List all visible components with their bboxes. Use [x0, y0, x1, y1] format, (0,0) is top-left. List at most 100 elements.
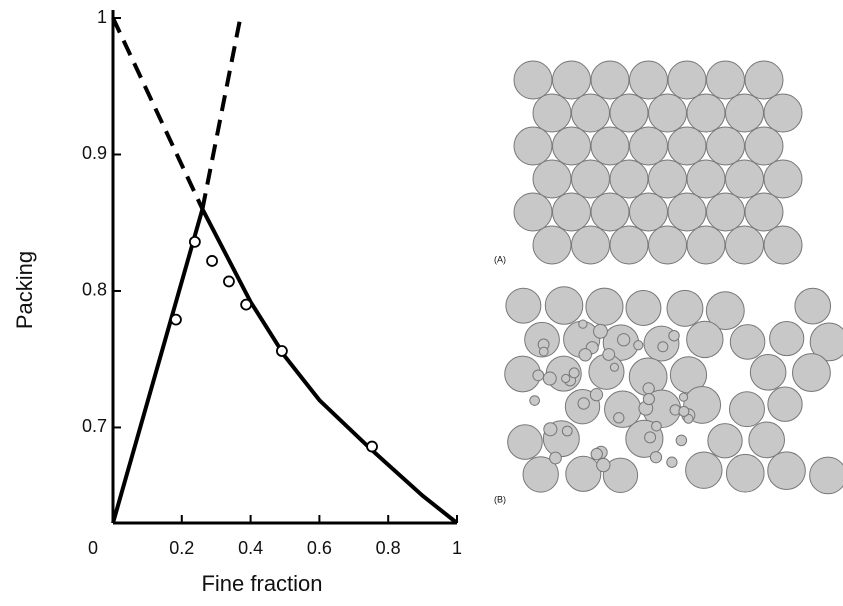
x-tick-label: 1 [452, 538, 462, 558]
particle [553, 193, 591, 231]
particle [508, 425, 543, 460]
small-particle [669, 331, 679, 341]
particle [649, 94, 687, 132]
data-point [224, 276, 234, 286]
particle [514, 193, 552, 231]
particle [687, 160, 725, 198]
particle [514, 127, 552, 165]
particle [730, 325, 765, 360]
particle [506, 288, 541, 323]
particle [795, 288, 831, 324]
y-tick-label: 0.8 [82, 280, 107, 300]
particle [749, 422, 785, 458]
small-particle [643, 383, 654, 394]
particle [768, 452, 806, 490]
small-particle [667, 457, 677, 467]
small-particle [594, 324, 608, 338]
particle [533, 160, 571, 198]
small-particle [614, 413, 624, 423]
small-particle [543, 372, 556, 385]
small-particle [676, 435, 686, 445]
data-point [277, 346, 287, 356]
particle [667, 290, 703, 326]
particle [730, 392, 765, 427]
dashed-line [202, 18, 240, 209]
particle [764, 94, 802, 132]
small-particle [539, 347, 548, 356]
particle [770, 321, 804, 355]
particle [630, 61, 668, 99]
dashed-line [113, 18, 202, 209]
particle [572, 160, 610, 198]
particle [668, 193, 706, 231]
particle [686, 452, 722, 488]
data-point [367, 442, 377, 452]
particle [810, 457, 843, 494]
particle [610, 226, 648, 264]
panel-label: (A) [494, 254, 506, 264]
particle [610, 160, 648, 198]
particle [610, 94, 648, 132]
small-particle [578, 398, 589, 409]
particle [707, 61, 745, 99]
particle [726, 454, 764, 492]
particle [649, 226, 687, 264]
data-point [207, 256, 217, 266]
small-particle [550, 452, 562, 464]
small-particle [603, 349, 615, 361]
particle [591, 127, 629, 165]
particle [687, 94, 725, 132]
particle [668, 127, 706, 165]
particle [572, 226, 610, 264]
particle [745, 193, 783, 231]
data-point [241, 300, 251, 310]
y-tick-label: 0.7 [82, 416, 107, 436]
small-particle [643, 394, 654, 405]
particle [707, 127, 745, 165]
panel-label: (B) [494, 494, 506, 504]
small-particle [634, 341, 643, 350]
small-particle [650, 452, 661, 463]
fit-line [202, 209, 457, 523]
particle [630, 193, 668, 231]
particle [545, 287, 583, 325]
x-tick-label: 0.8 [376, 538, 401, 558]
small-particle [562, 374, 570, 382]
particle [750, 355, 786, 391]
particle [514, 61, 552, 99]
small-particle [530, 396, 540, 406]
particle [764, 226, 802, 264]
particle [553, 61, 591, 99]
particle [591, 193, 629, 231]
particle [626, 291, 661, 326]
particle [764, 160, 802, 198]
x-axis-label: Fine fraction [201, 571, 322, 596]
fit-line [113, 209, 202, 523]
small-particle [544, 423, 557, 436]
particle [687, 226, 725, 264]
particle [586, 288, 623, 325]
particle [726, 160, 764, 198]
small-particle [658, 342, 668, 352]
data-point [190, 237, 200, 247]
small-particle [652, 421, 662, 431]
small-particle [569, 368, 579, 378]
small-particle [562, 426, 572, 436]
small-particle [618, 334, 630, 346]
small-particle [533, 370, 544, 381]
particle [768, 387, 802, 421]
y-tick-label: 1 [97, 7, 107, 27]
particle [572, 94, 610, 132]
particle [566, 456, 601, 491]
particle [533, 226, 571, 264]
particle [630, 127, 668, 165]
particle [668, 61, 706, 99]
particle [726, 94, 764, 132]
y-tick-label: 0.9 [82, 143, 107, 163]
small-particle [597, 458, 610, 471]
small-particle [579, 349, 591, 361]
particle [793, 354, 831, 392]
small-particle [679, 406, 689, 416]
x-tick-label: 0 [88, 538, 98, 558]
figure: Packing Fine fraction (A) (B) 0.70.80.91… [0, 0, 843, 606]
